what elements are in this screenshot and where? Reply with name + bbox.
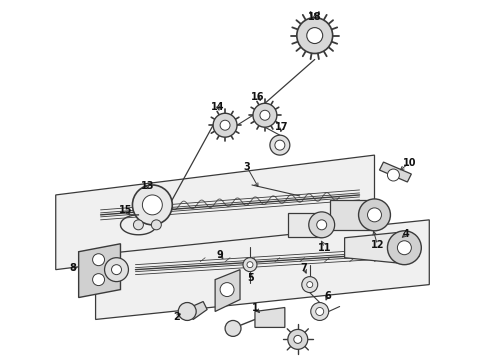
Circle shape: [368, 208, 382, 222]
Text: 7: 7: [300, 263, 307, 273]
Text: 1: 1: [251, 302, 258, 312]
Circle shape: [288, 329, 308, 349]
Circle shape: [178, 302, 196, 320]
Circle shape: [275, 140, 285, 150]
Circle shape: [132, 185, 172, 225]
Polygon shape: [78, 244, 121, 298]
Polygon shape: [96, 220, 429, 319]
Circle shape: [307, 282, 313, 288]
Text: 11: 11: [318, 243, 331, 253]
Circle shape: [220, 283, 234, 297]
Circle shape: [270, 135, 290, 155]
Text: 3: 3: [244, 162, 250, 172]
Circle shape: [309, 212, 335, 238]
Circle shape: [213, 113, 237, 137]
Circle shape: [93, 274, 104, 285]
Text: 13: 13: [141, 181, 154, 191]
Circle shape: [143, 195, 162, 215]
Polygon shape: [288, 213, 322, 237]
Text: 15: 15: [119, 205, 132, 215]
Circle shape: [243, 258, 257, 272]
Text: 6: 6: [324, 291, 331, 301]
Text: 10: 10: [403, 158, 416, 168]
Circle shape: [220, 120, 230, 130]
Text: 5: 5: [247, 273, 254, 283]
Circle shape: [260, 110, 270, 120]
Circle shape: [112, 265, 122, 275]
Circle shape: [311, 302, 329, 320]
Circle shape: [104, 258, 128, 282]
Polygon shape: [330, 200, 374, 230]
Circle shape: [294, 336, 302, 343]
Polygon shape: [344, 232, 404, 264]
Circle shape: [247, 262, 253, 268]
Circle shape: [302, 276, 318, 293]
Text: 2: 2: [173, 312, 180, 323]
Text: 18: 18: [308, 12, 321, 22]
Text: 14: 14: [211, 102, 225, 112]
Circle shape: [388, 231, 421, 265]
Circle shape: [133, 220, 144, 230]
Circle shape: [359, 199, 391, 231]
Polygon shape: [185, 302, 207, 319]
Text: 9: 9: [217, 250, 223, 260]
Circle shape: [316, 307, 324, 315]
Polygon shape: [379, 162, 412, 182]
Circle shape: [93, 254, 104, 266]
Polygon shape: [215, 270, 240, 311]
Circle shape: [388, 169, 399, 181]
Circle shape: [151, 220, 161, 230]
Circle shape: [297, 18, 333, 54]
Polygon shape: [255, 307, 285, 328]
Circle shape: [397, 241, 412, 255]
Text: 17: 17: [275, 122, 289, 132]
Circle shape: [225, 320, 241, 336]
Text: 12: 12: [371, 240, 384, 250]
Text: 16: 16: [251, 92, 265, 102]
Text: 8: 8: [69, 263, 76, 273]
Polygon shape: [56, 155, 374, 270]
Circle shape: [253, 103, 277, 127]
Circle shape: [317, 220, 327, 230]
Text: 4: 4: [403, 229, 410, 239]
Circle shape: [307, 28, 323, 44]
